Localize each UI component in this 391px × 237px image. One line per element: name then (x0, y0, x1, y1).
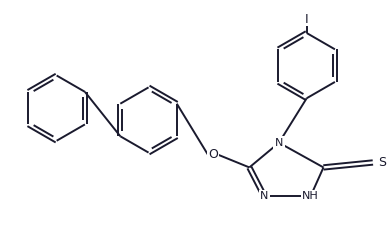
Text: NH: NH (302, 191, 319, 201)
Text: S: S (378, 156, 386, 169)
Text: O: O (208, 148, 218, 161)
Text: I: I (305, 13, 308, 26)
Text: N: N (275, 138, 283, 148)
Text: N: N (260, 191, 268, 201)
